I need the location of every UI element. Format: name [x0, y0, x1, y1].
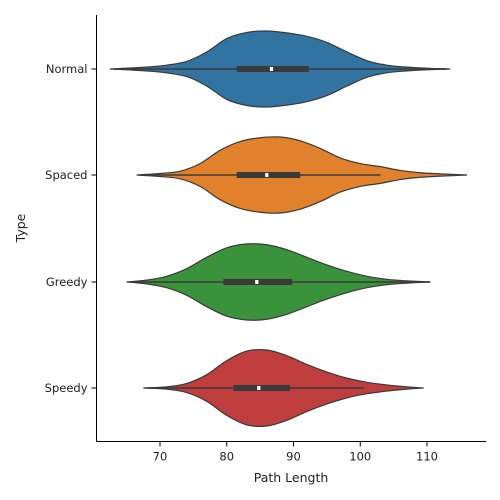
- x-tick-label-100: 100: [349, 450, 371, 464]
- y-axis-label: Type: [13, 213, 28, 243]
- x-axis-label: Path Length: [254, 470, 329, 485]
- y-tick-label-normal: Normal: [46, 62, 88, 76]
- x-ticks: 70 80 90 100 110: [153, 441, 438, 464]
- median-normal: [269, 67, 274, 71]
- violins-layer: [109, 30, 468, 428]
- median-speedy: [257, 386, 261, 390]
- median-greedy: [255, 280, 259, 284]
- violin-spaced: [136, 136, 468, 214]
- y-tick-label-speedy: Speedy: [45, 381, 88, 395]
- violin-speedy: [143, 348, 424, 428]
- y-tick-label-greedy: Greedy: [46, 275, 88, 289]
- x-tick-label-80: 80: [219, 450, 234, 464]
- y-tick-label-spaced: Spaced: [45, 168, 87, 182]
- x-tick-label-110: 110: [416, 450, 438, 464]
- x-tick-label-70: 70: [153, 450, 168, 464]
- violin-greedy: [126, 243, 431, 321]
- y-ticks: Normal Spaced Greedy Speedy: [45, 62, 97, 395]
- violin-normal: [109, 30, 451, 108]
- x-tick-label-90: 90: [286, 450, 301, 464]
- median-spaced: [265, 173, 269, 177]
